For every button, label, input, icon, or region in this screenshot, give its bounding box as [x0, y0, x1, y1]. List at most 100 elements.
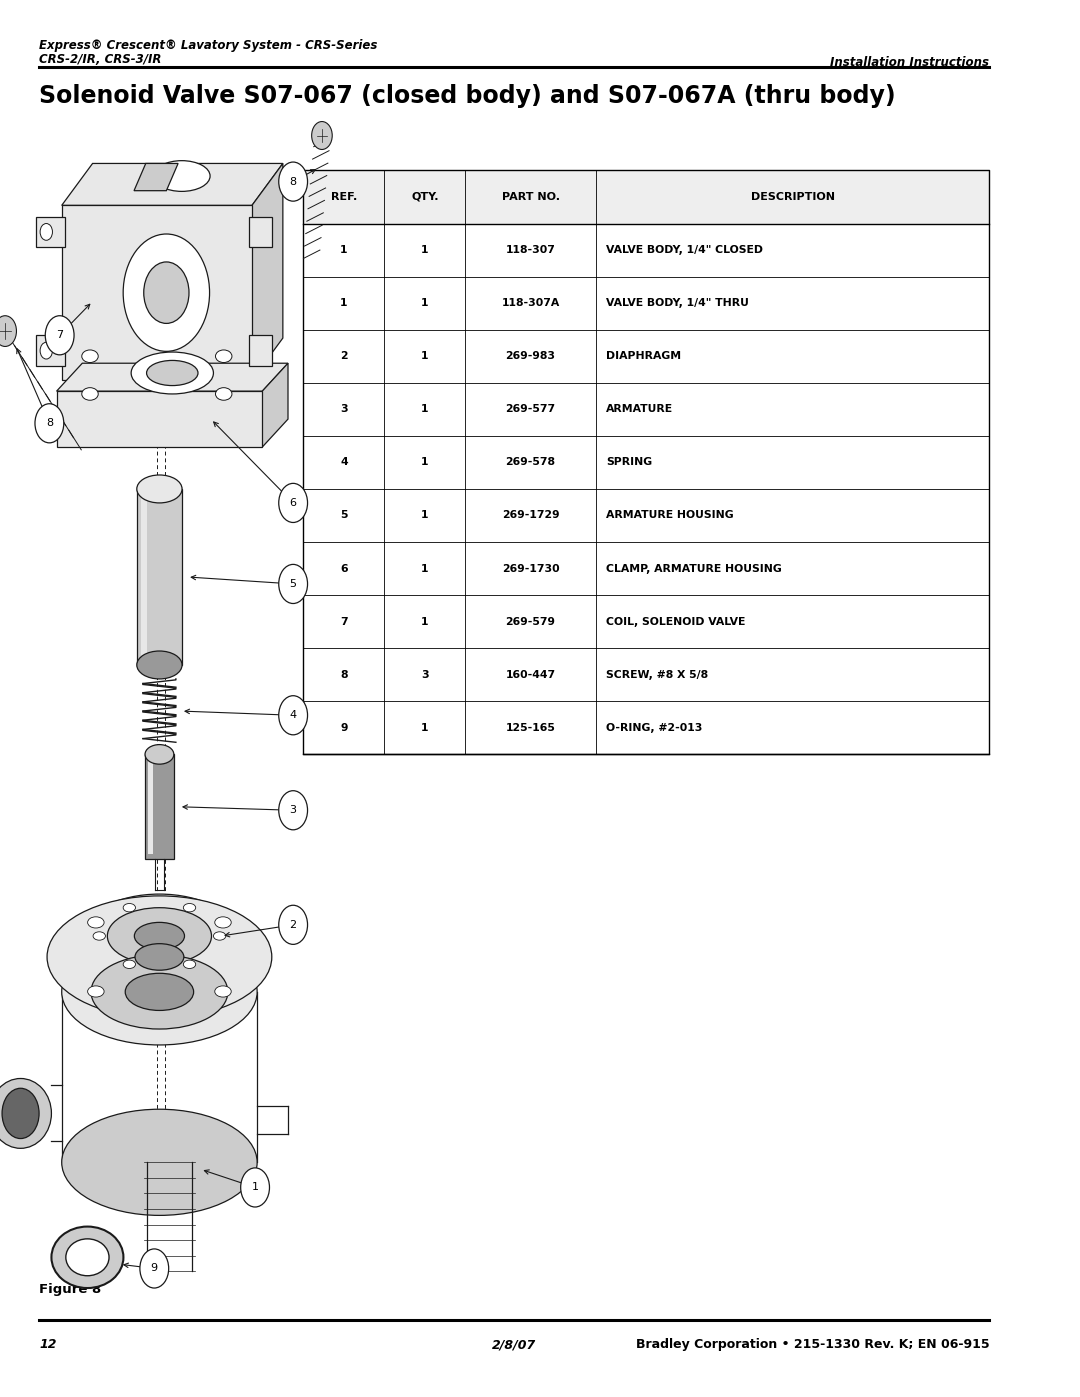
- Circle shape: [241, 1168, 270, 1207]
- Text: 5: 5: [289, 578, 297, 590]
- Bar: [248, 217, 271, 247]
- Text: DIAPHRAGM: DIAPHRAGM: [606, 351, 681, 362]
- Ellipse shape: [184, 960, 195, 968]
- Ellipse shape: [52, 1227, 123, 1288]
- Polygon shape: [134, 163, 178, 191]
- Text: 118-307A: 118-307A: [501, 298, 559, 309]
- Circle shape: [123, 233, 210, 351]
- Ellipse shape: [215, 916, 231, 928]
- Ellipse shape: [107, 908, 212, 964]
- Bar: [36, 217, 65, 247]
- Text: 9: 9: [151, 1263, 158, 1274]
- Text: 3: 3: [340, 404, 348, 415]
- Text: Solenoid Valve S07-067 (closed body) and S07-067A (thru body): Solenoid Valve S07-067 (closed body) and…: [39, 84, 895, 108]
- Text: 2/8/07: 2/8/07: [492, 1338, 537, 1351]
- Circle shape: [35, 404, 64, 443]
- Text: ARMATURE: ARMATURE: [606, 404, 673, 415]
- Text: Figure 8: Figure 8: [39, 1284, 102, 1296]
- Text: 269-983: 269-983: [505, 351, 555, 362]
- Text: 1: 1: [421, 616, 429, 627]
- Ellipse shape: [123, 960, 135, 968]
- Bar: [303, 170, 989, 754]
- Bar: [137, 489, 183, 665]
- Ellipse shape: [82, 351, 98, 362]
- Ellipse shape: [93, 932, 106, 940]
- Text: 1: 1: [421, 563, 429, 574]
- Bar: [148, 760, 153, 854]
- Text: 2: 2: [340, 351, 348, 362]
- Text: 8: 8: [340, 669, 348, 680]
- Text: 269-1729: 269-1729: [502, 510, 559, 521]
- Text: 125-165: 125-165: [505, 722, 555, 733]
- Circle shape: [40, 342, 53, 359]
- Text: 6: 6: [340, 563, 348, 574]
- Circle shape: [140, 1249, 168, 1288]
- Text: 1: 1: [421, 457, 429, 468]
- Text: Express® Crescent® Lavatory System - CRS-Series: Express® Crescent® Lavatory System - CRS…: [39, 39, 378, 52]
- Ellipse shape: [87, 916, 104, 928]
- Ellipse shape: [153, 161, 211, 191]
- Ellipse shape: [215, 986, 231, 997]
- Text: 6: 6: [289, 497, 297, 509]
- Text: 4: 4: [340, 457, 348, 468]
- Bar: [303, 170, 989, 224]
- Text: 7: 7: [56, 330, 64, 341]
- Bar: [36, 335, 65, 366]
- Ellipse shape: [131, 352, 214, 394]
- Ellipse shape: [137, 475, 183, 503]
- Text: ARMATURE HOUSING: ARMATURE HOUSING: [606, 510, 733, 521]
- Text: O-RING, #2-013: O-RING, #2-013: [606, 722, 702, 733]
- Text: SPRING: SPRING: [606, 457, 652, 468]
- Polygon shape: [262, 363, 288, 447]
- Ellipse shape: [216, 387, 232, 400]
- Ellipse shape: [147, 360, 198, 386]
- Text: Installation Instructions: Installation Instructions: [831, 56, 989, 68]
- Text: 1: 1: [421, 722, 429, 733]
- Text: 2: 2: [289, 919, 297, 930]
- Ellipse shape: [82, 894, 237, 978]
- Text: 118-307: 118-307: [505, 244, 555, 256]
- Ellipse shape: [2, 1088, 39, 1139]
- Circle shape: [312, 122, 333, 149]
- Text: 1: 1: [421, 298, 429, 309]
- Ellipse shape: [184, 904, 195, 912]
- Text: 1: 1: [421, 404, 429, 415]
- Ellipse shape: [145, 745, 174, 764]
- Ellipse shape: [137, 651, 183, 679]
- Circle shape: [279, 564, 308, 604]
- Text: 1: 1: [421, 244, 429, 256]
- Ellipse shape: [87, 986, 104, 997]
- Circle shape: [0, 316, 16, 346]
- Text: 4: 4: [289, 710, 297, 721]
- Text: 1: 1: [421, 351, 429, 362]
- Text: VALVE BODY, 1/4" THRU: VALVE BODY, 1/4" THRU: [606, 298, 748, 309]
- Text: SCREW, #8 X 5/8: SCREW, #8 X 5/8: [606, 669, 708, 680]
- Text: Bradley Corporation • 215-1330 Rev. K; EN 06-915: Bradley Corporation • 215-1330 Rev. K; E…: [636, 1338, 989, 1351]
- Circle shape: [45, 316, 75, 355]
- Text: CRS-2/IR, CRS-3/IR: CRS-2/IR, CRS-3/IR: [39, 53, 162, 66]
- Ellipse shape: [123, 904, 135, 912]
- Circle shape: [279, 905, 308, 944]
- Bar: [56, 391, 262, 447]
- Ellipse shape: [125, 974, 193, 1010]
- Text: PART NO.: PART NO.: [501, 191, 559, 203]
- Text: 269-579: 269-579: [505, 616, 555, 627]
- Text: 9: 9: [340, 722, 348, 733]
- Ellipse shape: [62, 1109, 257, 1215]
- Text: DESCRIPTION: DESCRIPTION: [751, 191, 835, 203]
- Bar: [248, 335, 271, 366]
- Polygon shape: [56, 363, 288, 391]
- Ellipse shape: [91, 954, 228, 1030]
- Ellipse shape: [66, 1239, 109, 1275]
- Text: VALVE BODY, 1/4" CLOSED: VALVE BODY, 1/4" CLOSED: [606, 244, 762, 256]
- Circle shape: [279, 162, 308, 201]
- Circle shape: [279, 696, 308, 735]
- Bar: [140, 496, 147, 658]
- Text: COIL, SOLENOID VALVE: COIL, SOLENOID VALVE: [606, 616, 745, 627]
- Ellipse shape: [82, 387, 98, 400]
- Circle shape: [279, 791, 308, 830]
- Text: REF.: REF.: [330, 191, 357, 203]
- Text: 12: 12: [39, 1338, 56, 1351]
- Ellipse shape: [216, 351, 232, 362]
- Text: CLAMP, ARMATURE HOUSING: CLAMP, ARMATURE HOUSING: [606, 563, 782, 574]
